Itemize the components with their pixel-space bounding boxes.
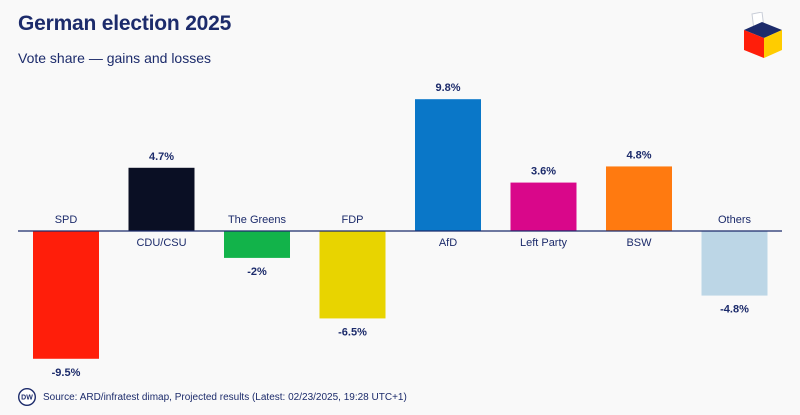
category-label: Left Party: [520, 237, 568, 249]
category-label: The Greens: [228, 214, 287, 226]
category-label: AfD: [439, 237, 457, 249]
value-label: 9.8%: [435, 82, 460, 94]
chart-title: German election 2025: [18, 12, 232, 35]
dw-logo-icon: DW: [18, 388, 36, 406]
value-label: -2%: [247, 266, 267, 278]
value-label: -4.8%: [720, 304, 749, 316]
category-label: CDU/CSU: [136, 237, 186, 249]
bar-fdp: [319, 231, 386, 319]
bar-the-greens: [224, 231, 290, 258]
bar-chart: -9.5% SPD 4.7% CDU/CSU -2% The Greens -6.5% FDP…: [18, 82, 782, 379]
ballot-box-icon: [744, 12, 782, 58]
category-label: FDP: [342, 214, 364, 226]
bar-cdu-csu: [128, 167, 195, 231]
value-label: 3.6%: [531, 166, 556, 178]
category-label: Others: [718, 214, 752, 226]
category-label: BSW: [626, 237, 652, 249]
source-note: Source: ARD/infratest dimap, Projected r…: [43, 391, 407, 403]
bar-bsw: [606, 166, 672, 231]
bar-afd: [415, 99, 481, 231]
dw-logo-text: DW: [21, 395, 33, 402]
bar-left-party: [510, 182, 577, 231]
value-label: 4.8%: [626, 149, 651, 161]
value-label: -9.5%: [52, 367, 81, 379]
bar-others: [701, 231, 768, 296]
footer: DW Source: ARD/infratest dimap, Projecte…: [18, 388, 407, 406]
value-label: 4.7%: [149, 151, 174, 163]
value-label: -6.5%: [338, 326, 367, 338]
category-label: SPD: [55, 214, 78, 226]
chart-subtitle: Vote share — gains and losses: [18, 50, 212, 66]
bar-spd: [33, 231, 99, 359]
